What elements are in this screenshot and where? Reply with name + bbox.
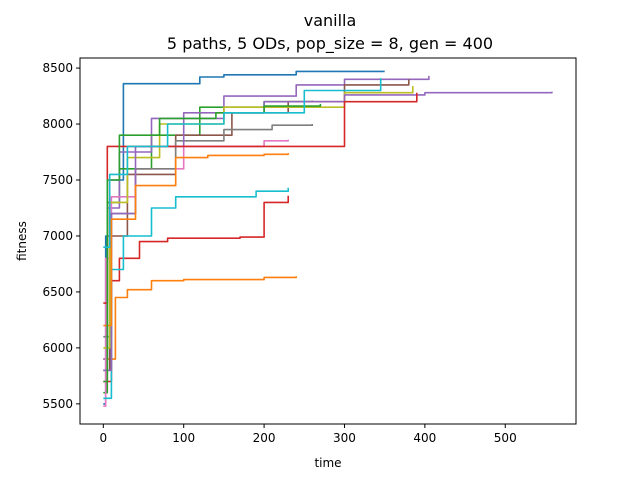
x-tick-label: 400	[413, 431, 436, 445]
series-line-12	[103, 92, 418, 304]
series-line-7	[103, 139, 289, 407]
x-tick-label: 0	[99, 431, 107, 445]
x-axis-label: time	[314, 456, 341, 470]
series-layer	[103, 70, 553, 407]
y-axis: 5500 6000 6500 7000 7500 8000 8500	[42, 61, 80, 411]
x-axis: 0 100 200 300 400 500	[99, 424, 517, 445]
series-line-6	[103, 79, 410, 372]
x-tick-label: 500	[494, 431, 517, 445]
y-tick-label: 7000	[42, 229, 73, 243]
series-line-4	[103, 195, 289, 383]
series-line-13	[103, 153, 289, 327]
x-tick-label: 200	[253, 431, 276, 445]
chart-title: vanilla	[304, 11, 357, 30]
y-tick-label: 6500	[42, 285, 73, 299]
y-tick-label: 8000	[42, 117, 73, 131]
y-tick-label: 7500	[42, 173, 73, 187]
series-line-3	[103, 100, 314, 394]
y-tick-label: 6000	[42, 341, 73, 355]
series-line-9	[103, 86, 414, 349]
plot-frame	[79, 57, 577, 425]
series-line-11	[103, 91, 553, 372]
series-line-15	[103, 78, 382, 248]
series-line-14	[103, 103, 322, 383]
y-tick-label: 8500	[42, 61, 73, 75]
chart-subtitle: 5 paths, 5 ODs, pop_size = 8, gen = 400	[167, 34, 493, 54]
x-tick-label: 100	[172, 431, 195, 445]
series-line-2	[103, 276, 297, 360]
y-tick-label: 5500	[42, 397, 73, 411]
y-axis-label: fitness	[15, 221, 29, 261]
x-tick-label: 300	[333, 431, 356, 445]
series-line-1	[103, 70, 385, 405]
